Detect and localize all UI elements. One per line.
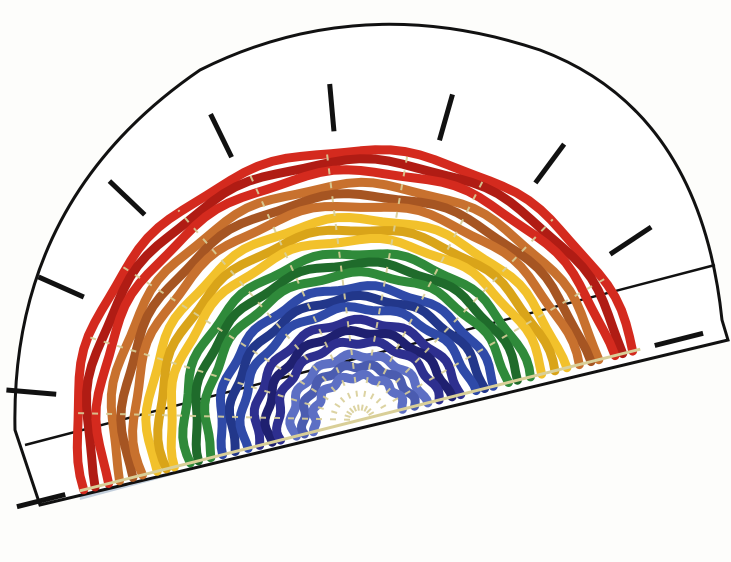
rainbow-arc-1: [72, 145, 638, 495]
weave-spoke: [87, 335, 351, 419]
arc-strand: [225, 290, 490, 456]
rainbow-arc-2: [106, 177, 604, 486]
weave-spoke: [122, 266, 353, 416]
arc-strand: [235, 302, 481, 453]
weave-spoke: [177, 209, 355, 414]
arc-strand: [215, 281, 498, 460]
arc-strand: [91, 165, 620, 488]
rainbow-arc-7: [285, 349, 433, 441]
arc-strand: [200, 267, 513, 463]
arc-strand: [166, 234, 547, 472]
rainbow-arc-4: [178, 249, 535, 468]
frame-segment-dividers: [6, 83, 704, 510]
rainbow-arcs: [72, 145, 638, 495]
weave-spoke: [246, 169, 357, 412]
weave-spoke: [366, 218, 554, 414]
arc-strand: [297, 360, 420, 439]
weave-baseline: [79, 347, 641, 493]
rainbow-arc-6: [249, 314, 466, 450]
weave-spoke: [368, 278, 605, 416]
frame-divider: [533, 142, 567, 185]
arc-strand: [249, 314, 466, 450]
weave-spoke: [74, 412, 351, 421]
arc-strand: [178, 249, 535, 468]
arc-strand: [141, 213, 572, 476]
arc-strand: [82, 154, 628, 492]
weave-spoke: [363, 175, 487, 412]
arc-strand: [153, 225, 560, 474]
arc-strand: [116, 189, 596, 482]
arc-strand: [272, 337, 444, 445]
arc-strand: [260, 325, 457, 447]
arc-strand: [285, 349, 433, 441]
frame-divider: [16, 492, 66, 510]
rainbow-arc-5: [215, 281, 498, 460]
rainbow-arc-3: [141, 213, 572, 476]
arc-strand: [128, 202, 584, 480]
frame-divider: [208, 112, 234, 159]
arc-strand: [191, 257, 522, 466]
weave-spoke: [325, 150, 360, 411]
arc-strand: [308, 370, 408, 437]
frame-divider: [37, 274, 85, 300]
weave-spokes: [74, 150, 641, 493]
frame-divider: [6, 387, 57, 397]
arc-strand: [72, 145, 638, 495]
frame-divider: [327, 83, 337, 132]
frame-divider: [107, 179, 147, 217]
frame-divider: [608, 224, 653, 257]
arc-strand: [106, 177, 604, 486]
frame-divider: [437, 93, 455, 141]
weave-spoke: [360, 151, 409, 411]
frame-divider: [654, 330, 704, 348]
